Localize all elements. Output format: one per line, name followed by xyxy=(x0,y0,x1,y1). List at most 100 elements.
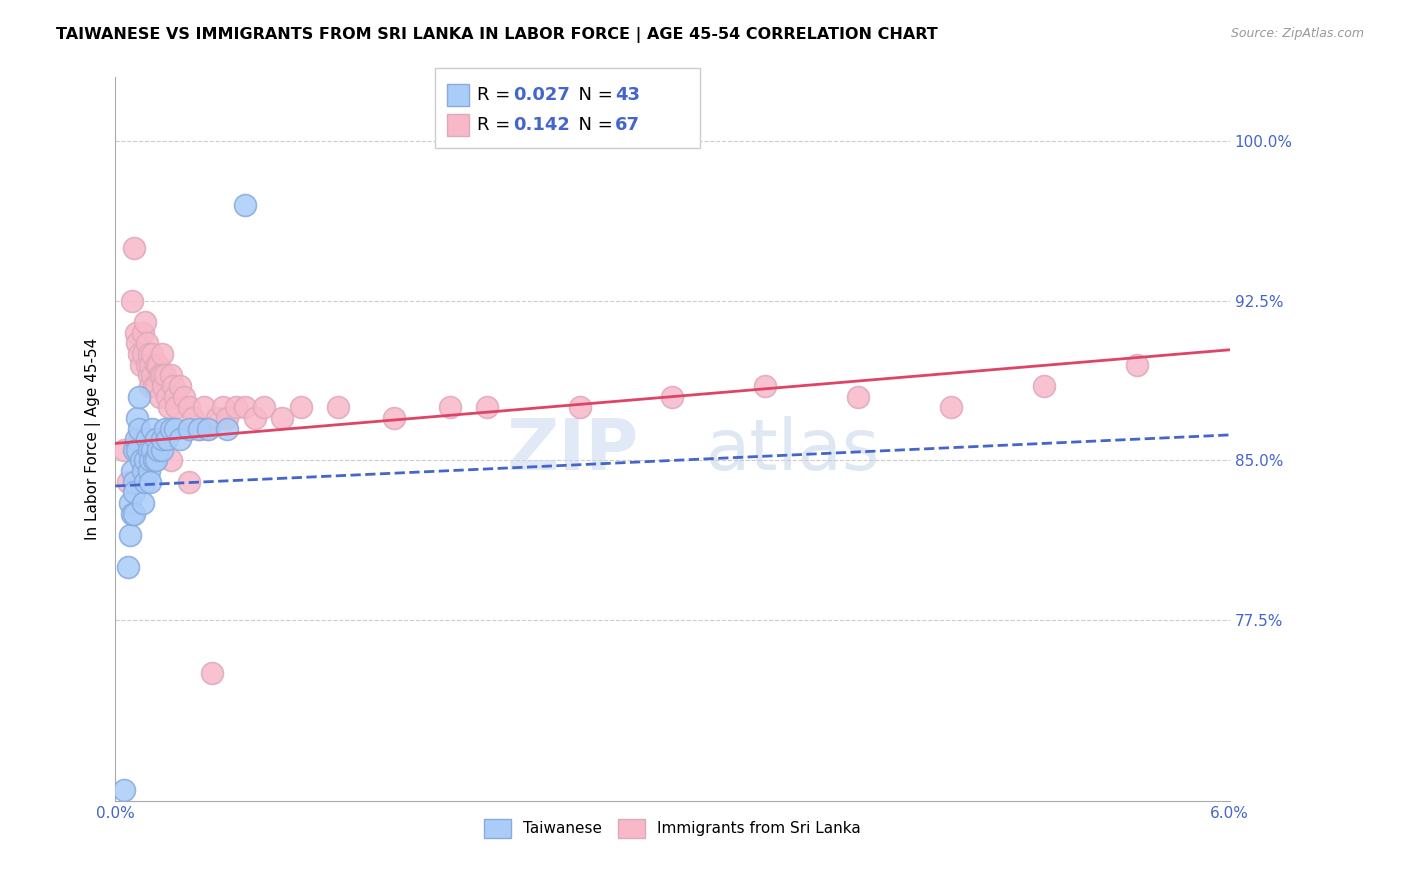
Point xyxy=(290,401,312,415)
Point xyxy=(118,496,141,510)
Point xyxy=(233,198,256,212)
Point xyxy=(145,453,167,467)
Point xyxy=(128,390,150,404)
Point xyxy=(134,315,156,329)
Point xyxy=(114,442,136,457)
Point xyxy=(661,390,683,404)
Point xyxy=(197,421,219,435)
Point xyxy=(117,559,139,574)
Point xyxy=(141,442,163,457)
Point xyxy=(128,421,150,435)
Point xyxy=(169,432,191,446)
Point xyxy=(145,442,167,457)
Point xyxy=(233,401,256,415)
Point xyxy=(139,379,162,393)
FancyBboxPatch shape xyxy=(447,114,470,136)
Text: 43: 43 xyxy=(614,86,640,104)
Point xyxy=(253,401,276,415)
FancyBboxPatch shape xyxy=(434,68,700,148)
Point xyxy=(187,421,209,435)
Point xyxy=(146,358,169,372)
Point xyxy=(121,507,143,521)
Point xyxy=(160,421,183,435)
Point xyxy=(141,347,163,361)
Point xyxy=(118,528,141,542)
Point xyxy=(124,326,146,340)
Point xyxy=(128,347,150,361)
Point xyxy=(145,358,167,372)
Point xyxy=(939,401,962,415)
Point xyxy=(121,293,143,308)
Text: N =: N = xyxy=(567,116,619,134)
Point xyxy=(145,379,167,393)
Point xyxy=(143,453,166,467)
Point xyxy=(145,432,167,446)
Point xyxy=(215,410,238,425)
Point xyxy=(150,347,173,361)
Point xyxy=(141,368,163,383)
Point xyxy=(152,379,174,393)
Point xyxy=(122,241,145,255)
Point xyxy=(146,442,169,457)
Text: TAIWANESE VS IMMIGRANTS FROM SRI LANKA IN LABOR FORCE | AGE 45-54 CORRELATION CH: TAIWANESE VS IMMIGRANTS FROM SRI LANKA I… xyxy=(56,27,938,43)
Point xyxy=(179,401,201,415)
Point xyxy=(162,379,184,393)
Point xyxy=(122,485,145,500)
Point xyxy=(169,379,191,393)
Legend: Taiwanese, Immigrants from Sri Lanka: Taiwanese, Immigrants from Sri Lanka xyxy=(478,813,868,844)
Text: 67: 67 xyxy=(614,116,640,134)
Point xyxy=(138,464,160,478)
Point xyxy=(846,390,869,404)
Point xyxy=(127,336,149,351)
Point xyxy=(132,347,155,361)
Point xyxy=(135,336,157,351)
Point xyxy=(122,475,145,489)
Point xyxy=(187,421,209,435)
Point xyxy=(150,432,173,446)
Text: R =: R = xyxy=(477,116,516,134)
Point xyxy=(212,401,235,415)
Point xyxy=(568,401,591,415)
Point xyxy=(215,421,238,435)
Text: R =: R = xyxy=(477,86,516,104)
Point xyxy=(127,442,149,457)
Point xyxy=(382,410,405,425)
Point xyxy=(138,347,160,361)
Point xyxy=(1126,358,1149,372)
Point xyxy=(225,401,247,415)
Point xyxy=(179,475,201,489)
Point xyxy=(135,358,157,372)
Point xyxy=(163,421,186,435)
Point xyxy=(201,666,224,681)
Point xyxy=(121,464,143,478)
Point xyxy=(141,421,163,435)
Point xyxy=(134,453,156,467)
Point xyxy=(127,410,149,425)
Point xyxy=(129,453,152,467)
Point xyxy=(139,358,162,372)
FancyBboxPatch shape xyxy=(447,84,470,106)
Point xyxy=(124,432,146,446)
Point xyxy=(156,432,179,446)
Text: atlas: atlas xyxy=(706,416,880,484)
Text: 0.027: 0.027 xyxy=(513,86,569,104)
Point xyxy=(138,368,160,383)
Point xyxy=(132,496,155,510)
Point xyxy=(475,401,498,415)
Point xyxy=(117,475,139,489)
Point xyxy=(754,379,776,393)
Point xyxy=(156,390,179,404)
Point xyxy=(193,401,215,415)
Y-axis label: In Labor Force | Age 45-54: In Labor Force | Age 45-54 xyxy=(86,338,101,541)
Text: ZIP: ZIP xyxy=(506,416,638,484)
Point xyxy=(243,410,266,425)
Text: 0.142: 0.142 xyxy=(513,116,569,134)
Point xyxy=(114,783,136,797)
Point xyxy=(150,442,173,457)
Point xyxy=(207,410,229,425)
Point xyxy=(271,410,294,425)
Point xyxy=(132,326,155,340)
Point xyxy=(160,453,183,467)
Point xyxy=(149,368,172,383)
Point xyxy=(155,368,177,383)
